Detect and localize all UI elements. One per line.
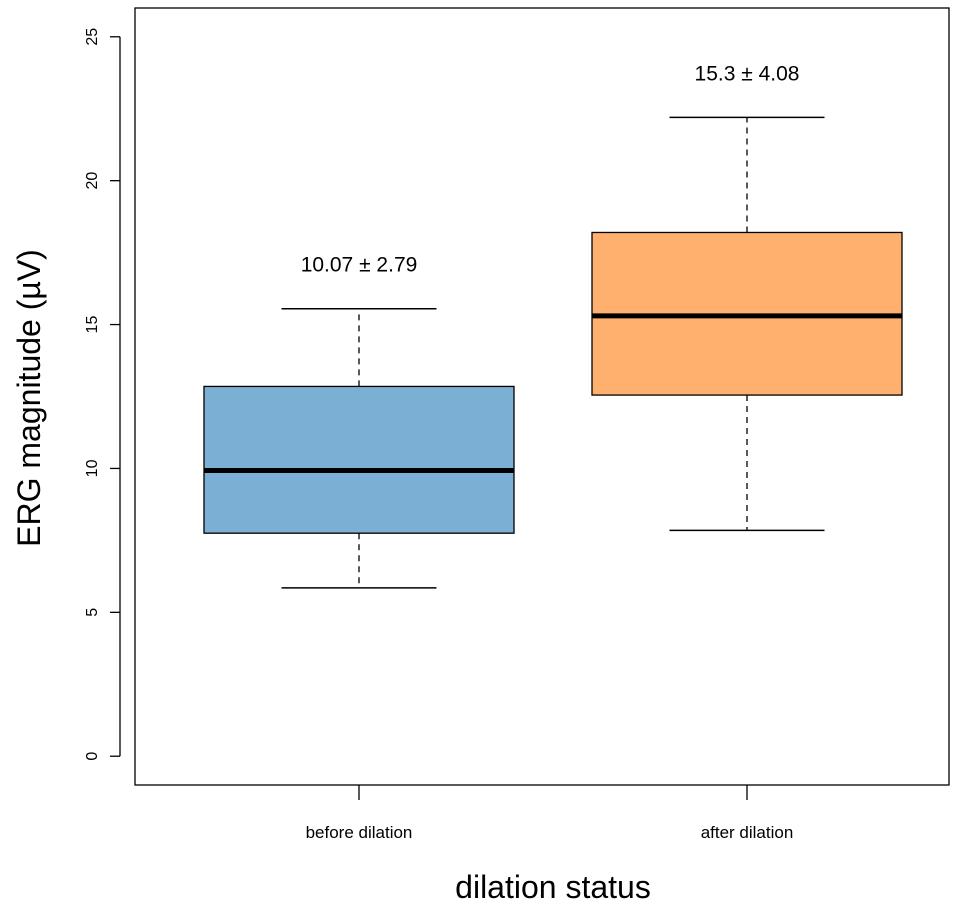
box-after-dilation: 15.3 ± 4.08 bbox=[591, 62, 903, 532]
y-tick-label: 15 bbox=[84, 316, 101, 334]
x-axis-title: dilation status bbox=[455, 869, 651, 905]
plot-frame bbox=[134, 7, 950, 786]
mean-sd-annotation: 15.3 ± 4.08 bbox=[695, 62, 800, 85]
y-axis: 0 5 10 15 20 25 bbox=[84, 28, 121, 761]
x-tick-label: after dilation bbox=[701, 823, 794, 842]
x-axis: before dilation after dilation bbox=[306, 785, 794, 842]
iqr-box bbox=[203, 385, 515, 534]
box-before-dilation: 10.07 ± 2.79 bbox=[203, 254, 515, 589]
x-tick-label: before dilation bbox=[306, 823, 413, 842]
y-axis-title: ERG magnitude (µV) bbox=[11, 249, 47, 547]
y-tick-label: 5 bbox=[84, 608, 101, 617]
mean-sd-annotation: 10.07 ± 2.79 bbox=[301, 254, 418, 277]
y-tick-label: 20 bbox=[84, 172, 101, 190]
y-tick-label: 0 bbox=[84, 752, 101, 761]
y-tick-label: 25 bbox=[84, 28, 101, 46]
y-tick-label: 10 bbox=[84, 459, 101, 477]
boxes: 10.07 ± 2.79 15.3 ± 4.08 bbox=[203, 62, 903, 589]
